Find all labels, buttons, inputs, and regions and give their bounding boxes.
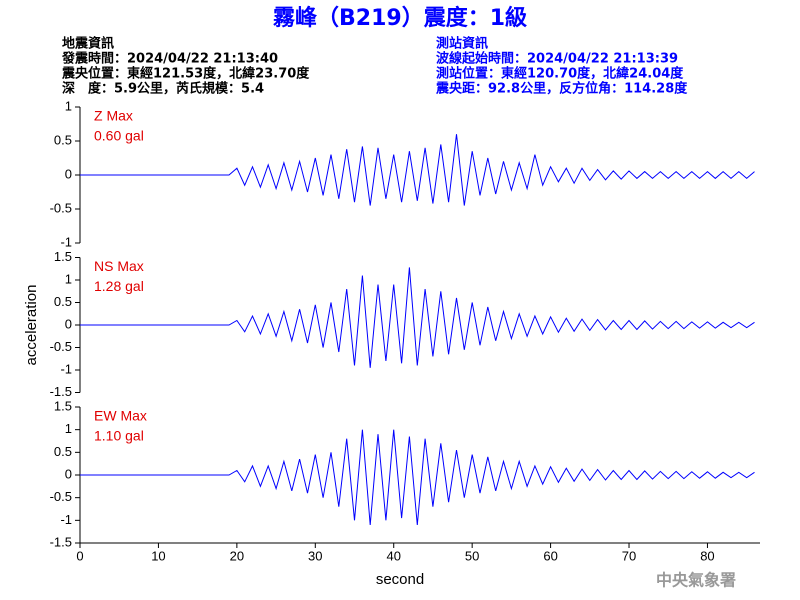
x-tick-label: 60	[543, 548, 557, 563]
y-tick-label: 0	[65, 166, 72, 181]
y-tick-label: 1.5	[54, 249, 72, 264]
info-line: 測站資訊	[436, 36, 488, 52]
y-tick-label: -1.5	[50, 534, 72, 549]
y-tick-label: -0.5	[50, 339, 72, 354]
info-line: 震央位置：東經121.53度，北緯23.70度	[61, 66, 310, 82]
waveform	[80, 429, 755, 525]
y-tick-label: -1	[60, 512, 72, 527]
y-tick-label: 0.5	[54, 132, 72, 147]
chart-title: 霧峰（B219）震度：1級	[272, 5, 527, 31]
y-tick-label: 1.5	[54, 398, 72, 413]
info-line: 波線起始時間：2024/04/22 21:13:39	[436, 51, 678, 67]
info-line: 地震資訊	[62, 36, 114, 52]
y-tick-label: 1	[65, 271, 72, 286]
x-tick-label: 40	[386, 548, 400, 563]
y-tick-label: 0.5	[54, 294, 72, 309]
annotation: 1.10 gal	[94, 428, 144, 444]
x-axis-label: second	[376, 571, 424, 588]
info-line: 測站位置：東經120.70度，北緯24.04度	[436, 66, 684, 82]
y-tick-label: -0.5	[50, 489, 72, 504]
x-tick-label: 80	[700, 548, 714, 563]
x-tick-label: 20	[230, 548, 244, 563]
y-tick-label: -1	[60, 361, 72, 376]
y-tick-label: 0	[65, 466, 72, 481]
y-tick-label: 0.5	[54, 444, 72, 459]
info-line: 發震時間：2024/04/22 21:13:40	[61, 51, 278, 67]
y-tick-label: -1.5	[50, 384, 72, 399]
annotation: NS Max	[94, 258, 144, 274]
waveform	[80, 267, 755, 368]
watermark: 中央氣象署	[656, 571, 736, 590]
annotation: 0.60 gal	[94, 128, 144, 144]
annotation: Z Max	[94, 108, 133, 124]
y-tick-label: 0	[65, 316, 72, 331]
x-tick-label: 30	[308, 548, 322, 563]
info-line: 震央距：92.8公里，反方位角：114.28度	[435, 81, 688, 97]
annotation: 1.28 gal	[94, 278, 144, 294]
y-tick-label: 1	[65, 421, 72, 436]
y-tick-label: -0.5	[50, 200, 72, 215]
x-tick-label: 10	[151, 548, 165, 563]
y-axis-label: acceleration	[23, 285, 40, 366]
y-tick-label: -1	[60, 234, 72, 249]
y-tick-label: 1	[65, 98, 72, 113]
x-tick-label: 70	[622, 548, 636, 563]
x-tick-label: 50	[465, 548, 479, 563]
x-tick-label: 0	[76, 548, 83, 563]
info-line: 深 度：5.9公里，芮氏規模：5.4	[62, 81, 264, 97]
annotation: EW Max	[94, 408, 147, 424]
waveform	[80, 134, 755, 206]
